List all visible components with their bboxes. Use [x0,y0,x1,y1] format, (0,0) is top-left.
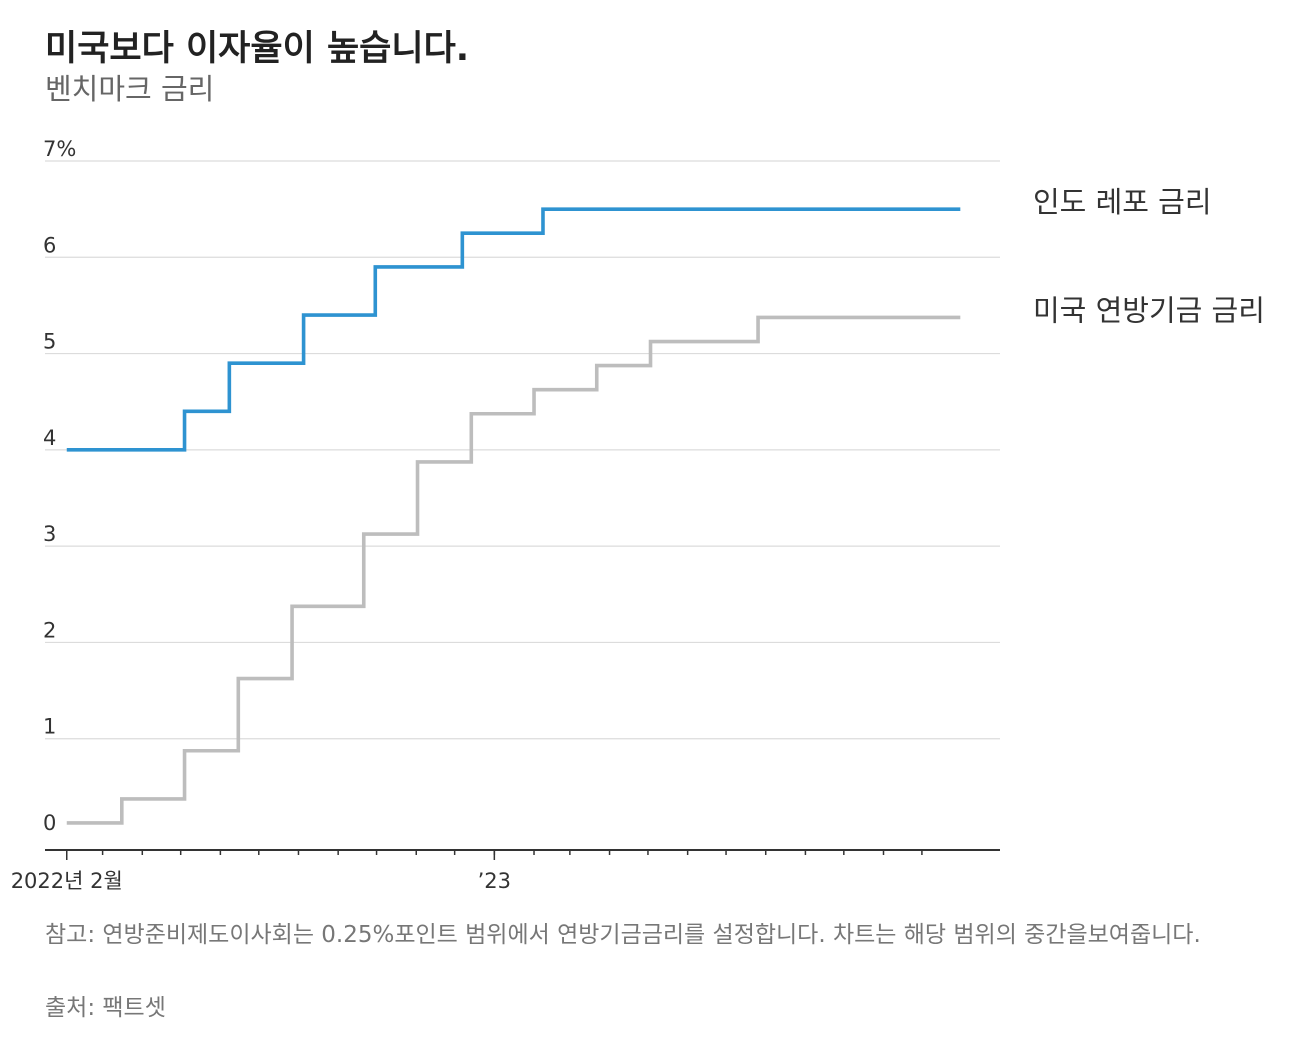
y-tick-label: 6 [43,233,56,257]
x-axis: 2022년 2월 ’23 [11,849,1000,893]
chart-source: 출처: 팩트셋 [45,995,166,1021]
x-tick-label: ’23 [478,869,511,893]
y-tick-label: 4 [43,426,56,450]
x-tick-label: 2022년 2월 [11,869,123,893]
y-tick-label: 1 [43,715,56,739]
series-line-us-fed-funds [66,315,961,825]
y-axis-labels: 0 1 2 3 4 5 6 7% [43,137,76,835]
y-tick-label: 5 [43,330,56,354]
y-tick-label: 3 [43,522,56,546]
y-tick-label: 2 [43,618,56,642]
series-label-india-repo: 인도 레포 금리 [1033,185,1212,219]
y-tick-label: 7% [43,137,76,161]
chart-subtitle: 벤치마크 금리 [45,72,215,106]
series-line-india-repo [66,207,961,452]
series-lines [66,207,961,825]
chart-title: 미국보다 이자율이 높습니다. [45,29,470,69]
series-labels: 미국 연방기금 금리 인도 레포 금리 [1033,185,1265,327]
series-label-us-fed-funds: 미국 연방기금 금리 [1033,293,1265,327]
y-tick-label: 0 [43,811,56,835]
step-line-chart: 0 1 2 3 4 5 6 7% 2022년 2월 ’23 미국 연방기금 금리 인도 레포 금리 [11,137,1265,893]
gridlines [45,160,1000,740]
chart-note: 참고: 연방준비제도이사회는 0.25%포인트 범위에서 연방기금금리를 설정합… [45,922,1201,948]
